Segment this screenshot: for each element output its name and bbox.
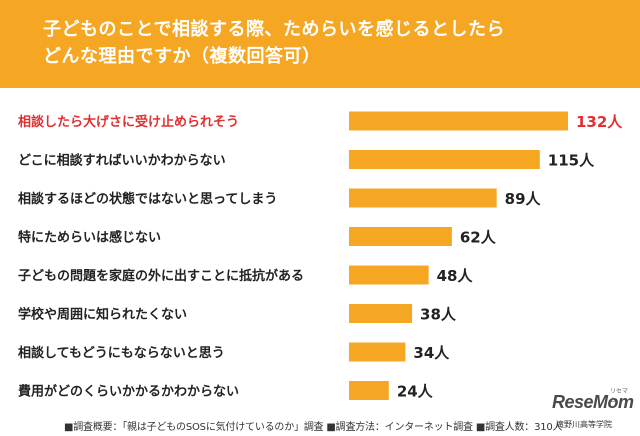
bar xyxy=(349,150,540,169)
survey-footnote: ■調査概要：「親は子どものSOSに気付けているのか」調査 ■調査方法：インターネ… xyxy=(64,422,563,433)
value-label: 34人 xyxy=(413,344,450,362)
bar xyxy=(349,227,452,246)
value-label: 24人 xyxy=(397,383,434,401)
value-label: 115人 xyxy=(548,152,595,170)
resemom-logo: ReseMom リセマム xyxy=(552,388,634,420)
logo-text: ReseMom xyxy=(552,392,634,412)
logo-small-text: リセマム xyxy=(610,388,629,404)
bar xyxy=(349,381,389,400)
category-label: 相談したら大げさに受け止められそう xyxy=(18,114,239,130)
bar xyxy=(349,188,497,208)
title-banner: 子どものことで相談する際、ためらいを感じるとしたら どんな理由ですか（複数回答可… xyxy=(0,0,640,88)
chart-title-line-1: 子どものことで相談する際、ためらいを感じるとしたら xyxy=(43,19,505,40)
bar xyxy=(349,342,406,362)
value-label: 48人 xyxy=(437,267,474,285)
value-label: 38人 xyxy=(420,306,457,324)
chart-title-line-2: どんな理由ですか（複数回答可） xyxy=(43,46,321,67)
category-label: どこに相談すればいいかわからない xyxy=(18,153,226,169)
category-label: 費用がどのくらいかかるかわからない xyxy=(18,384,239,400)
credit-text: 滝野川高等学院 xyxy=(556,420,612,429)
category-label: 特にためらいは感じない xyxy=(18,230,161,246)
bar xyxy=(349,111,568,131)
category-label: 子どもの問題を家庭の外に出すことに抵抗がある xyxy=(18,268,304,284)
category-label: 学校や周囲に知られたくない xyxy=(18,307,187,323)
category-label: 相談するほどの状態ではないと思ってしまう xyxy=(18,191,277,207)
value-label: 89人 xyxy=(505,190,542,208)
value-label: 132人 xyxy=(576,113,623,131)
bar xyxy=(349,304,413,323)
category-label: 相談してもどうにもならないと思う xyxy=(18,345,225,361)
bar xyxy=(349,265,429,285)
value-label: 62人 xyxy=(460,229,497,247)
